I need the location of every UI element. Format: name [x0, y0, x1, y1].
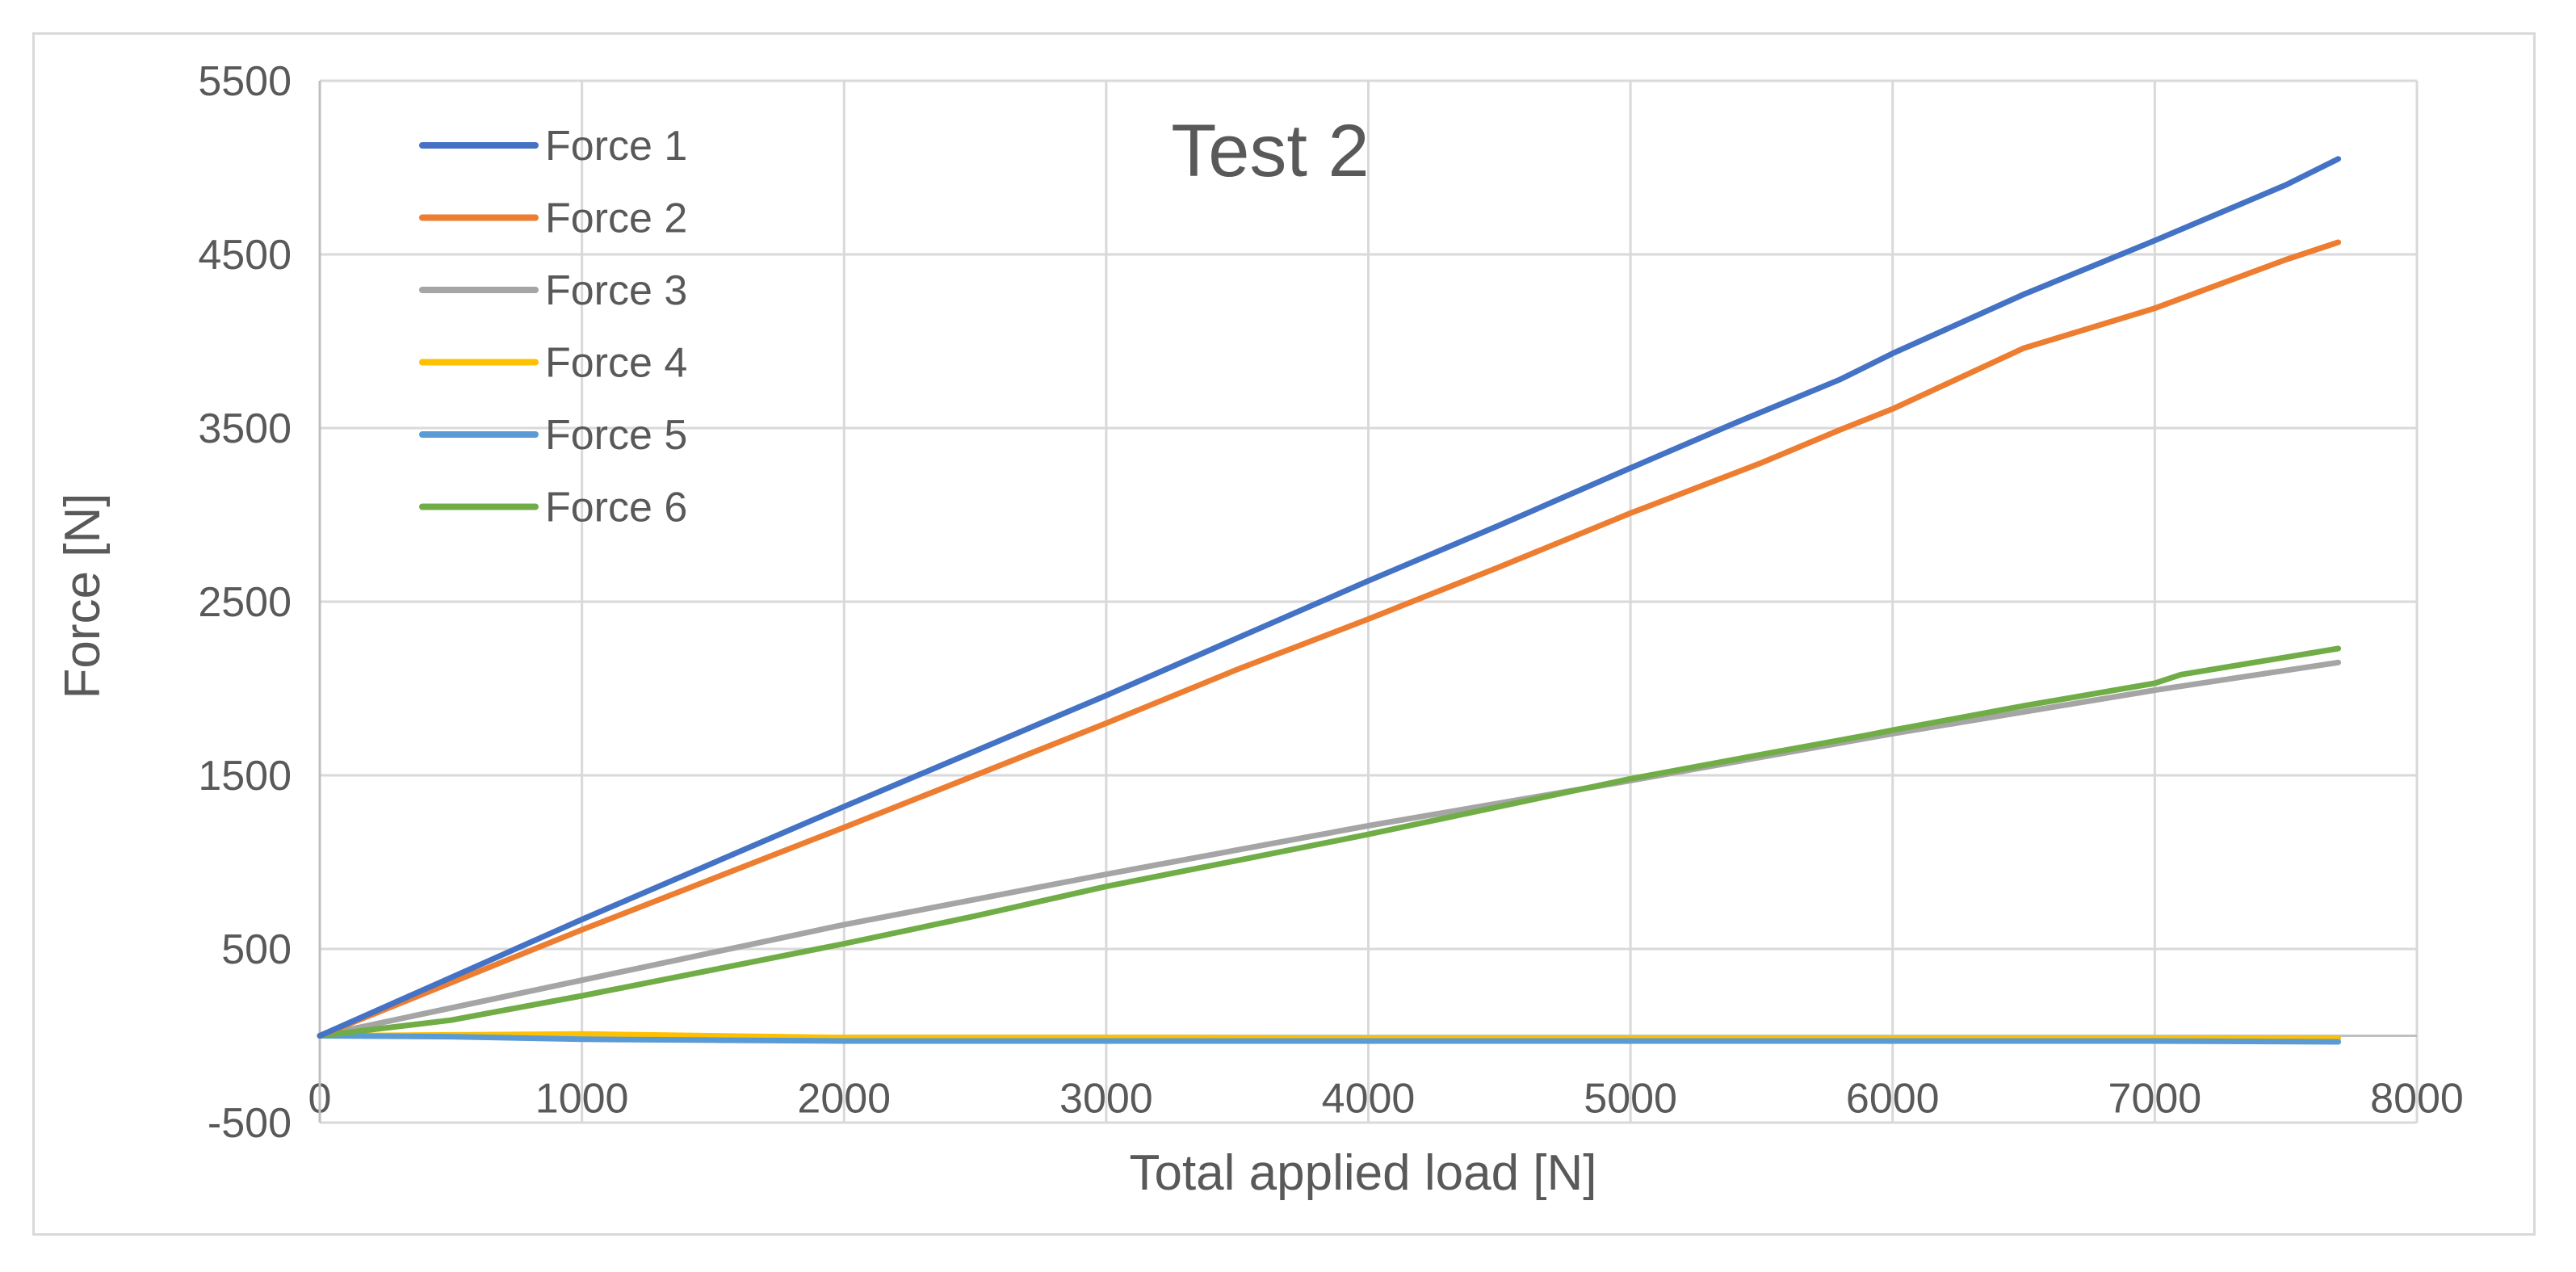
- y-tick-label: 2500: [198, 579, 292, 626]
- grid-layer: [320, 79, 2419, 1124]
- series-line-force-3: [317, 659, 2342, 1039]
- series-line-force-6: [317, 645, 2342, 1039]
- x-tick-label: 7000: [2108, 1076, 2202, 1123]
- x-tick-label: 2000: [797, 1076, 891, 1123]
- legend: Force 1 Force 2 Force 3 Force 4 Force 5 Force…: [419, 123, 687, 531]
- chart-svg: 0 1000 2000 3000 4000 5000 6000 7000 8000-500500…: [55, 58, 2464, 1201]
- legend-label: Force 2: [545, 195, 687, 242]
- legend-label: Force 6: [545, 485, 687, 531]
- x-tick-label: 6000: [1846, 1076, 1940, 1123]
- legend-label: Force 5: [545, 412, 687, 459]
- y-tick-label: 5500: [198, 58, 292, 105]
- chart-frame: 0 1000 2000 3000 4000 5000 6000 7000 8000 -500 500…: [32, 32, 2536, 1236]
- x-axis-title: Total applied load [N]: [1129, 1145, 1596, 1201]
- x-tick-label: 5000: [1584, 1076, 1677, 1123]
- x-tick-label: 4000: [1322, 1076, 1416, 1123]
- y-tick-label: 500: [221, 926, 292, 973]
- y-tick-label: 4500: [198, 232, 292, 279]
- legend-label: Force 3: [545, 267, 687, 314]
- series-line-force-1: [317, 156, 2342, 1039]
- y-tick-label: 3500: [198, 405, 292, 452]
- series-line-force-2: [317, 239, 2342, 1039]
- legend-label: Force 1: [545, 123, 687, 170]
- y-tick-label: -500: [208, 1100, 292, 1147]
- series-layer: [317, 156, 2342, 1045]
- series-line-force-5: [317, 1033, 2342, 1045]
- x-tick-label: 8000: [2370, 1076, 2464, 1123]
- chart-title: Test 2: [1171, 110, 1369, 192]
- y-tick-label: 1500: [198, 753, 292, 800]
- x-tick-label: 1000: [535, 1076, 629, 1123]
- legend-label: Force 4: [545, 340, 687, 387]
- y-axis-title: Force [N]: [55, 493, 111, 699]
- x-tick-label: 3000: [1059, 1076, 1153, 1123]
